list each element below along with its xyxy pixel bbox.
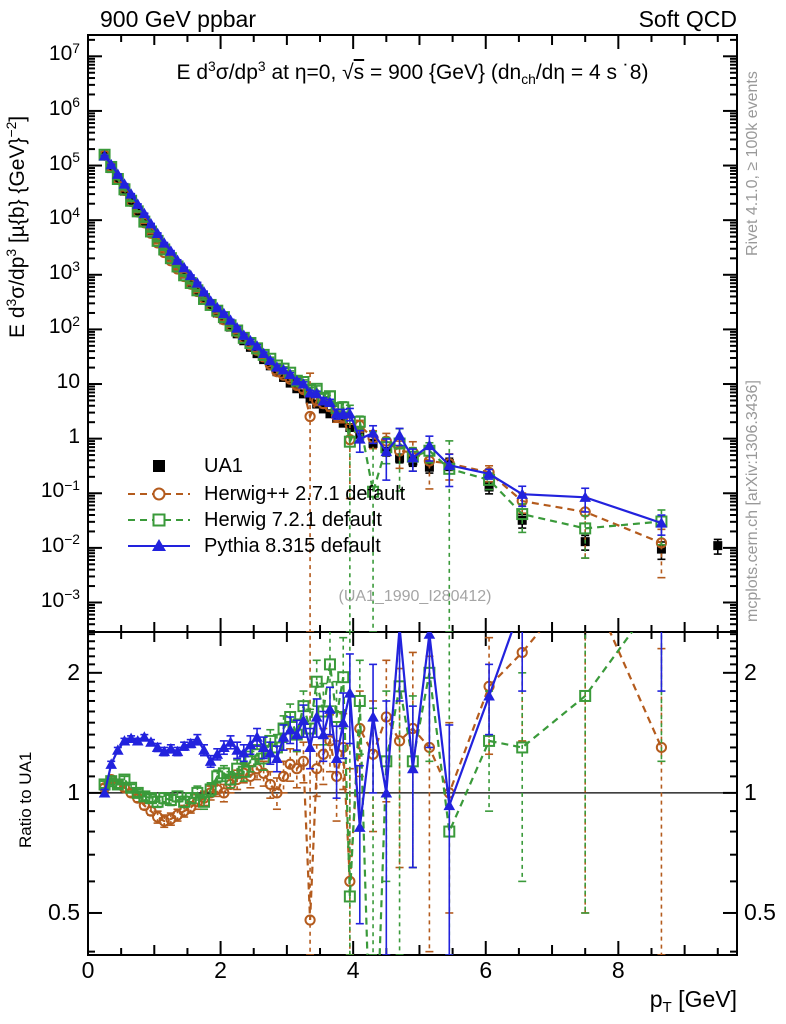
- text-token: [GeV]: [671, 986, 737, 1012]
- x-tick-label: 4: [346, 957, 360, 983]
- text-token: = 900 {GeV} (dn: [364, 61, 522, 84]
- text-token: p: [649, 986, 663, 1012]
- text-token: T: [662, 999, 672, 1017]
- x-tick-label: 6: [479, 957, 493, 983]
- x-tick-label: 2: [214, 957, 227, 983]
- mcplots-reference-note: mcplots.cern.ch [arXiv:1306.3436]: [744, 380, 761, 622]
- main-ytick-label: 103: [48, 258, 80, 284]
- x-tick-label: 0: [81, 957, 95, 983]
- text-token: E d: [176, 61, 209, 84]
- header-process-label: Soft QCD: [638, 6, 737, 32]
- legend-item-ua1: UA1: [128, 453, 243, 479]
- ratio-ytick-label-right: 2: [744, 658, 757, 685]
- text-token: 3: [208, 58, 216, 75]
- main-ytick-label: 10−1: [40, 476, 80, 503]
- main-ytick-label: 104: [48, 203, 80, 230]
- legend-label: Herwig 7.2.1 default: [204, 508, 382, 531]
- ratio-ytick-label-left: 2: [67, 658, 80, 685]
- text-token: at η=0,: [265, 61, 343, 84]
- open-square-marker-icon: [128, 512, 190, 528]
- ratio-ytick-label-left: 0.5: [48, 898, 80, 925]
- filled-square-marker-icon: [128, 458, 190, 474]
- legend-item-herwig7: Herwig 7.2.1 default: [128, 507, 382, 533]
- legend-label: Pythia 8.315 default: [204, 534, 381, 557]
- legend-item-herwigpp: Herwig++ 2.7.1 default: [128, 481, 405, 507]
- filled-triangle-marker-icon: [128, 538, 190, 554]
- text-token: 3: [257, 58, 266, 75]
- axis-ticks: [87, 36, 736, 954]
- legend-item-pythia: Pythia 8.315 default: [128, 533, 381, 559]
- header-beam-label: 900 GeV ppbar: [100, 6, 257, 32]
- rivet-version-note: Rivet 4.1.0, ≥ 100k events: [744, 71, 761, 256]
- ratio-ytick-label-left: 1: [67, 778, 80, 805]
- text-token: −2: [3, 121, 20, 138]
- text-token: √: [342, 61, 354, 84]
- main-ytick-label: 1: [68, 424, 80, 448]
- text-token: 3: [3, 248, 20, 257]
- text-token: ch: [521, 70, 536, 87]
- main-ytick-label: 107: [48, 39, 80, 66]
- text-token: 3: [3, 298, 20, 307]
- legend-label: UA1: [204, 454, 243, 477]
- main-series-pythia: [98, 150, 668, 536]
- text-token: s: [353, 61, 365, 84]
- analysis-id-annotation: (UA1_1990_I280412): [338, 588, 492, 605]
- main-ytick-label: 10−3: [40, 585, 80, 612]
- ratio-series-pythia: [98, 632, 666, 955]
- ratio-ytick-label-right: 0.5: [744, 898, 776, 925]
- ratio-series-herwig7: [98, 632, 666, 955]
- main-ytick-label: 105: [48, 148, 80, 175]
- text-token: σ/dp: [215, 61, 258, 84]
- legend-label: Herwig++ 2.7.1 default: [204, 482, 406, 505]
- x-axis-label: pT [GeV]: [649, 986, 737, 1017]
- main-ytick-label: 10−2: [40, 531, 80, 557]
- main-ytick-label: 102: [48, 312, 80, 339]
- main-ytick-label: 10: [56, 370, 80, 394]
- x-tick-label: 8: [611, 957, 625, 983]
- open-circle-marker-icon: [128, 486, 190, 502]
- plot-title: E d3σ/dp3 at η=0, √s = 900 {GeV} (dnch/d…: [88, 58, 737, 87]
- main-ytick-label: 106: [48, 94, 80, 120]
- main-series-herwigpp: [98, 149, 668, 632]
- panel-frames: [87, 34, 738, 956]
- ratio-ytick-label-right: 1: [744, 778, 757, 805]
- main-series-herwig7: [98, 148, 668, 632]
- text-token: /dη = 4 s ˙8): [535, 61, 649, 84]
